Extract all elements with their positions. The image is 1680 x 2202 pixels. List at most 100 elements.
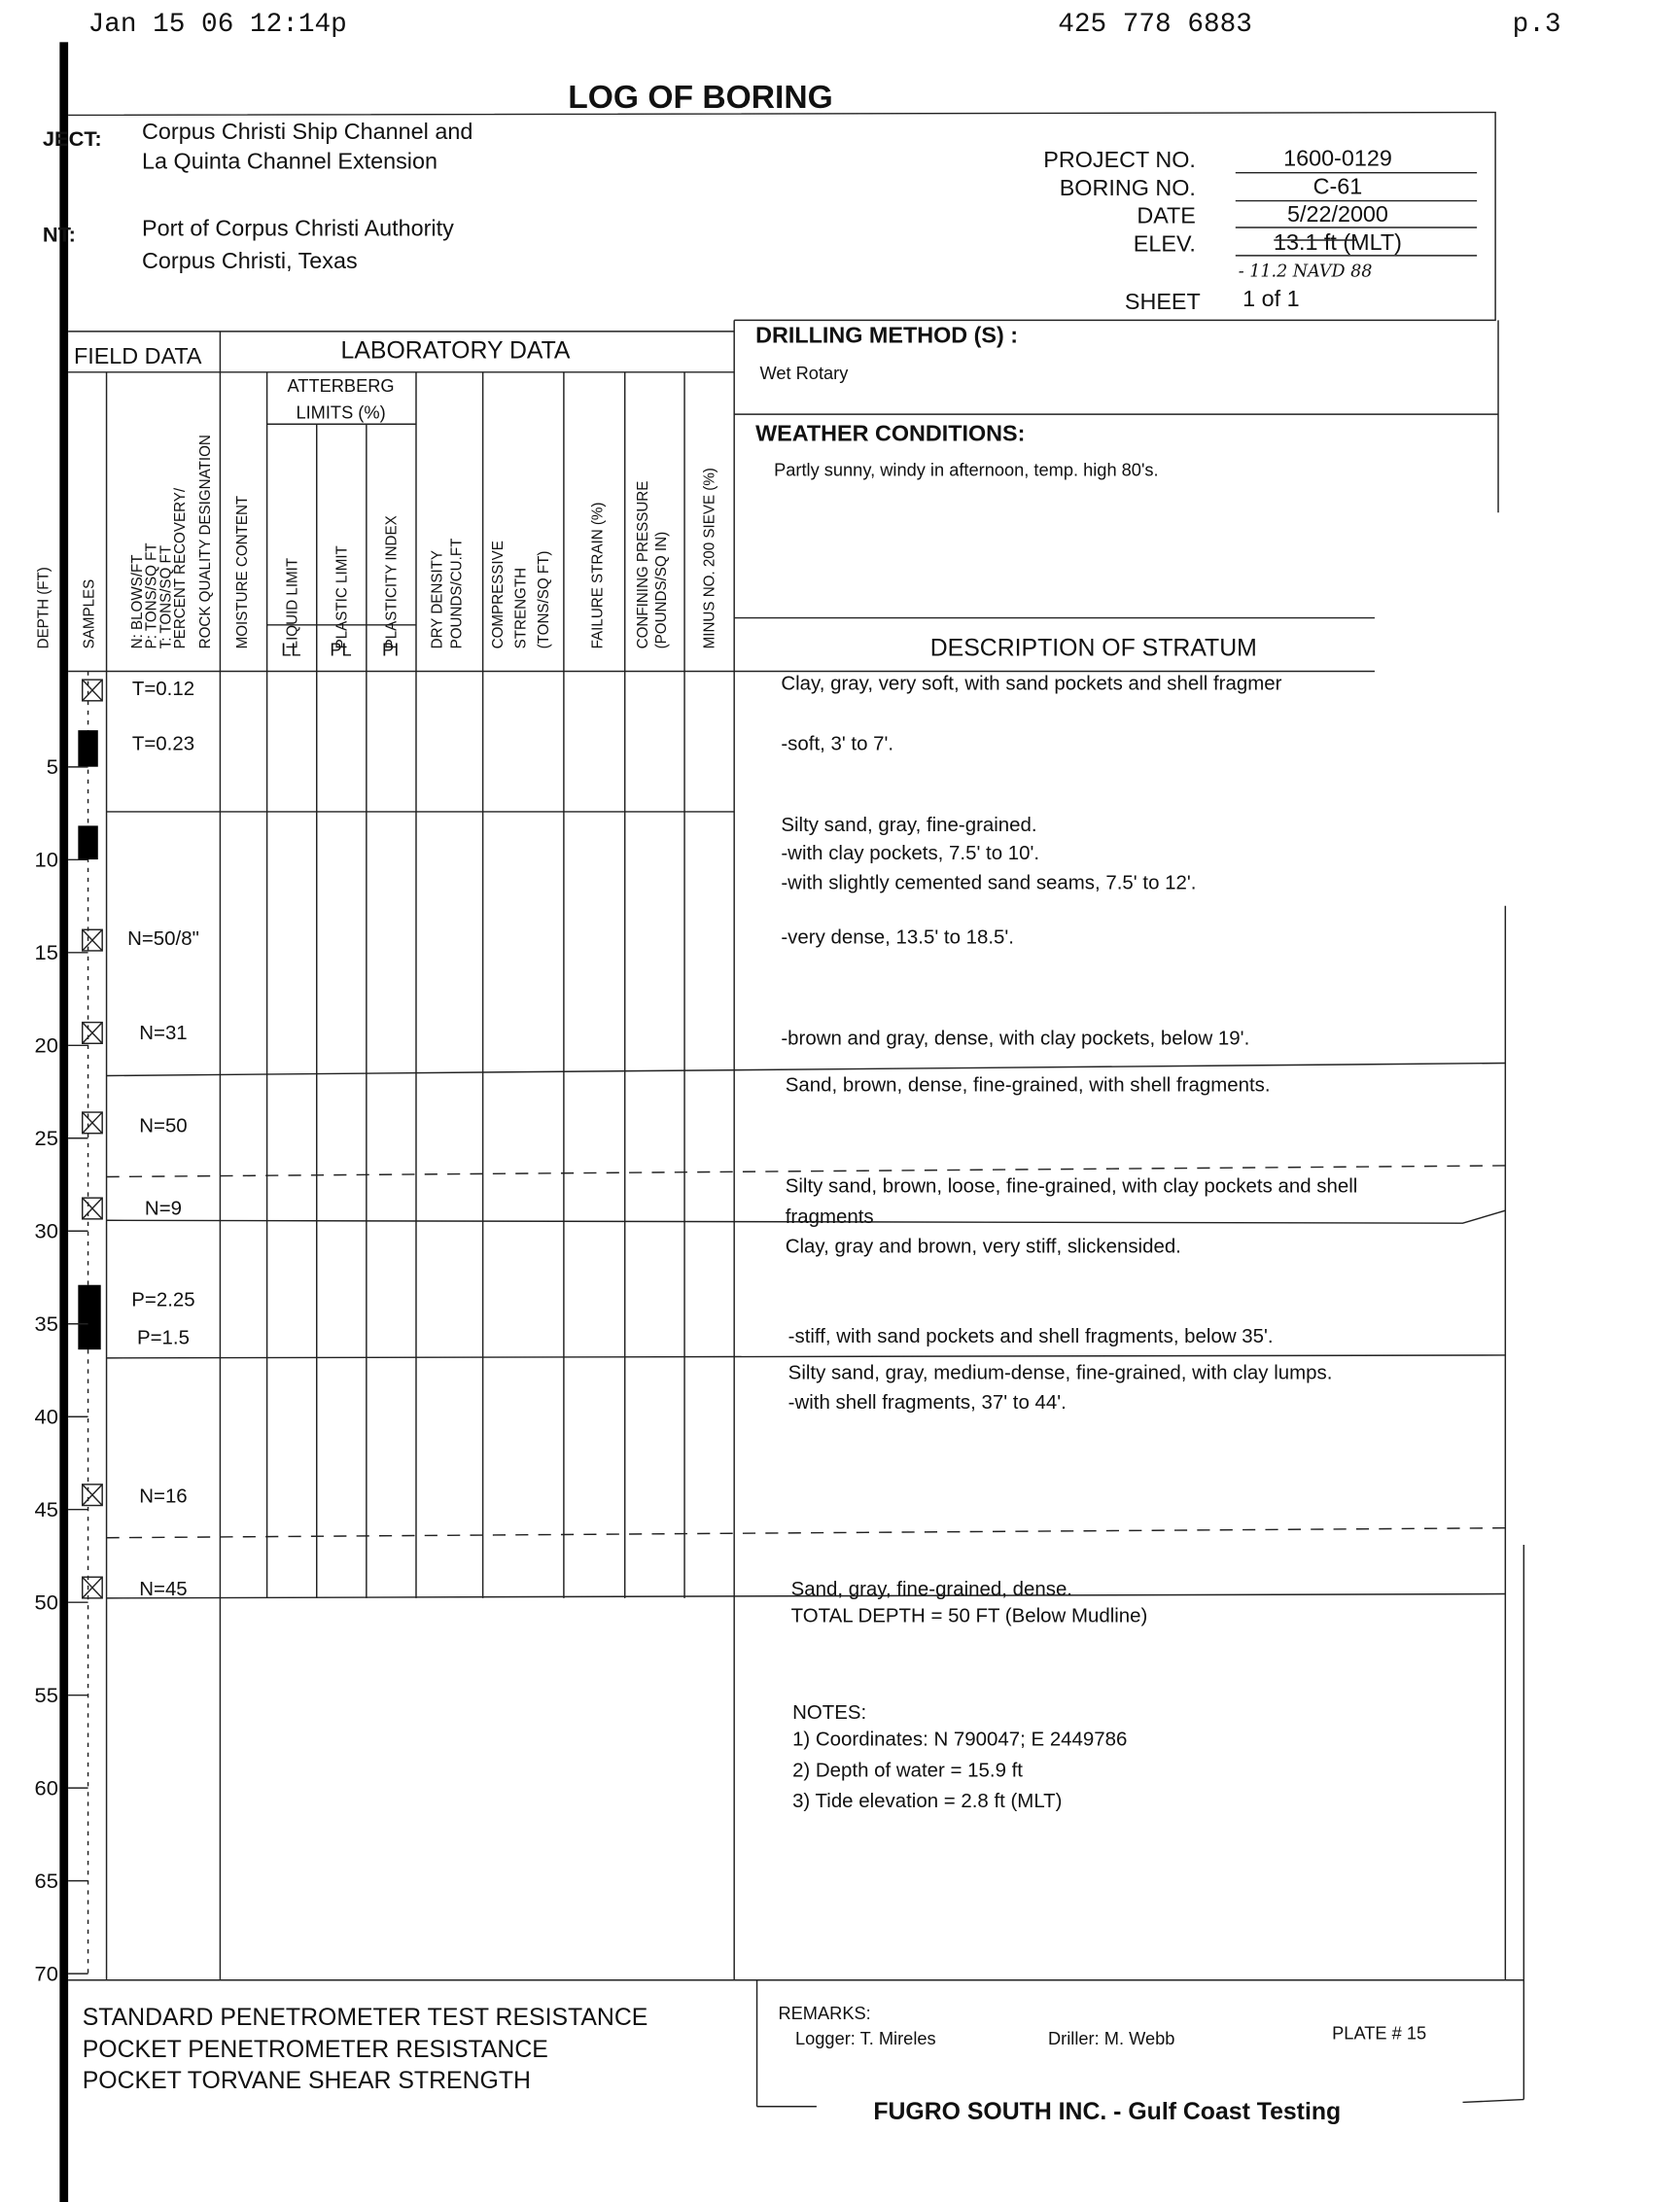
column-header: POUNDS/CU.FT bbox=[449, 539, 466, 649]
strata-lines bbox=[106, 811, 1513, 1599]
stratum-description: Clay, gray, very soft, with sand pockets… bbox=[781, 673, 1281, 694]
field-value: N=16 bbox=[139, 1486, 187, 1508]
column-header: PLASTICITY INDEX bbox=[383, 515, 400, 648]
description-header: DESCRIPTION OF STRATUM bbox=[930, 636, 1257, 662]
remarks-label: REMARKS: bbox=[778, 2004, 870, 2023]
sheet-value: 1 of 1 bbox=[1242, 286, 1299, 311]
stratum-description: Silty sand, gray, fine-grained. bbox=[781, 815, 1036, 836]
sample-box bbox=[81, 1484, 103, 1507]
column-header: COMPRESSIVE bbox=[490, 541, 507, 648]
drilling-label: DRILLING METHOD (S) : bbox=[755, 323, 1018, 348]
scan-bar bbox=[59, 42, 69, 2202]
sample-x bbox=[82, 1576, 103, 1599]
column-header: PERCENT RECOVERY/ bbox=[172, 487, 189, 648]
remarks-driller: Driller: M. Webb bbox=[1048, 2029, 1174, 2048]
column-header: ROCK QUALITY DESIGNATION bbox=[197, 435, 214, 648]
client-label: NT: bbox=[43, 223, 76, 247]
stratum-description: -with clay pockets, 7.5' to 10'. bbox=[781, 843, 1039, 864]
column-header: DEPTH (FT) bbox=[36, 567, 52, 648]
field-value: N=31 bbox=[139, 1023, 187, 1044]
stratum-description: -brown and gray, dense, with clay pocket… bbox=[781, 1029, 1249, 1050]
column-header: (TONS/SQ FT) bbox=[536, 551, 552, 649]
sub-header: LL bbox=[281, 641, 300, 660]
plate-number: PLATE # 15 bbox=[1332, 2024, 1426, 2044]
sample-box bbox=[81, 928, 103, 952]
field-value: T=0.12 bbox=[132, 679, 194, 700]
column-header: SAMPLES bbox=[81, 579, 97, 649]
title: LOG OF BORING bbox=[568, 80, 832, 116]
stratum-description: fragments bbox=[786, 1206, 874, 1228]
depth-label: 15 bbox=[35, 940, 58, 964]
depth-label: 70 bbox=[35, 1961, 58, 1985]
notes-label: NOTES: bbox=[792, 1702, 866, 1724]
sub-header: PI bbox=[382, 641, 399, 660]
depth-label: 45 bbox=[35, 1497, 58, 1521]
fax-page: p.3 bbox=[1513, 10, 1561, 40]
drilling-value: Wet Rotary bbox=[759, 364, 849, 383]
column-header: MINUS NO. 200 SIEVE (%) bbox=[702, 468, 718, 648]
project-line: Corpus Christi Ship Channel and bbox=[142, 119, 472, 144]
remarks-logger: Logger: T. Mireles bbox=[795, 2029, 936, 2048]
sample-box bbox=[81, 1197, 103, 1220]
stratum-description: Silty sand, brown, loose, fine-grained, … bbox=[786, 1175, 1358, 1197]
fax-phone: 425 778 6883 bbox=[1058, 10, 1252, 40]
stratum-description: Sand, brown, dense, fine-grained, with s… bbox=[786, 1074, 1271, 1096]
field-value: N=45 bbox=[139, 1579, 187, 1600]
note-line: 1) Coordinates: N 790047; E 2449786 bbox=[792, 1730, 1127, 1751]
depth-label: 25 bbox=[35, 1126, 58, 1150]
footer: FUGRO SOUTH INC. - Gulf Coast Testing bbox=[873, 2099, 1341, 2125]
lab-data-header: LABORATORY DATA bbox=[341, 337, 571, 364]
field-value: N=50/8" bbox=[127, 928, 199, 950]
weather-label: WEATHER CONDITIONS: bbox=[755, 421, 1025, 446]
info-label: ELEV. bbox=[1134, 231, 1196, 257]
field-data-header: FIELD DATA bbox=[74, 343, 202, 368]
depth-label: 10 bbox=[35, 848, 58, 872]
info-value: 13.1 ft (MLT) bbox=[1274, 229, 1402, 255]
elev-handwritten: - 11.2 NAVD 88 bbox=[1239, 262, 1373, 282]
depth-label: 55 bbox=[35, 1683, 58, 1707]
field-value: N=9 bbox=[145, 1199, 182, 1220]
column-header: FAILURE STRAIN (%) bbox=[589, 503, 606, 649]
depth-label: 60 bbox=[35, 1775, 58, 1800]
note-line: 2) Depth of water = 15.9 ft bbox=[792, 1760, 1023, 1781]
legend-line: POCKET TORVANE SHEAR STRENGTH bbox=[83, 2068, 531, 2094]
column-header: CONFINING PRESSURE bbox=[635, 481, 651, 649]
field-value: P=1.5 bbox=[137, 1327, 190, 1348]
sample-x bbox=[82, 1111, 103, 1135]
project-label: JECT: bbox=[43, 126, 102, 151]
weather-value: Partly sunny, windy in afternoon, temp. … bbox=[774, 461, 1159, 480]
sample-box bbox=[81, 1021, 103, 1044]
info-value: C-61 bbox=[1313, 173, 1363, 198]
column-header: MOISTURE CONTENT bbox=[234, 496, 251, 649]
column-rules bbox=[68, 371, 735, 1980]
stratum-description: -with shell fragments, 37' to 44'. bbox=[788, 1392, 1067, 1414]
sample-x bbox=[82, 928, 103, 952]
info-value: 1600-0129 bbox=[1283, 146, 1392, 171]
client-line: Port of Corpus Christi Authority bbox=[142, 216, 454, 241]
legend-line: POCKET PENETROMETER RESISTANCE bbox=[83, 2037, 548, 2063]
note-line: 3) Tide elevation = 2.8 ft (MLT) bbox=[792, 1791, 1062, 1812]
stratum-description: -soft, 3' to 7'. bbox=[781, 733, 893, 754]
stratum-description: -very dense, 13.5' to 18.5'. bbox=[781, 927, 1014, 949]
atterberg-header: LIMITS (%) bbox=[296, 403, 385, 423]
column-header: LIQUID LIMIT bbox=[284, 558, 300, 649]
column-header: STRENGTH bbox=[512, 568, 529, 648]
sample-x bbox=[82, 1197, 103, 1220]
stratum-description: -with slightly cemented sand seams, 7.5'… bbox=[781, 872, 1196, 893]
stratum-description: Sand, gray, fine-grained, dense. bbox=[791, 1579, 1072, 1600]
fax-date: Jan 15 06 12:14p bbox=[88, 10, 347, 40]
stratum-description: Clay, gray and brown, very stiff, slicke… bbox=[786, 1237, 1181, 1258]
field-value: N=50 bbox=[139, 1115, 187, 1136]
column-header: N: BLOWS/FT bbox=[129, 554, 146, 648]
client-line: Corpus Christi, Texas bbox=[142, 248, 358, 273]
stratum-description: -stiff, with sand pockets and shell frag… bbox=[788, 1326, 1274, 1347]
atterberg-header: ATTERBERG bbox=[287, 376, 394, 396]
sample-x bbox=[82, 679, 103, 702]
frame bbox=[68, 111, 1525, 2108]
stratum-description: Silty sand, gray, medium-dense, fine-gra… bbox=[788, 1363, 1333, 1384]
depth-scale: 5 10 15 20 25 30 35 40 45 50 55 60 65 70 bbox=[35, 754, 88, 1985]
info-label: BORING NO. bbox=[1060, 175, 1196, 200]
sample-box bbox=[81, 1576, 103, 1599]
